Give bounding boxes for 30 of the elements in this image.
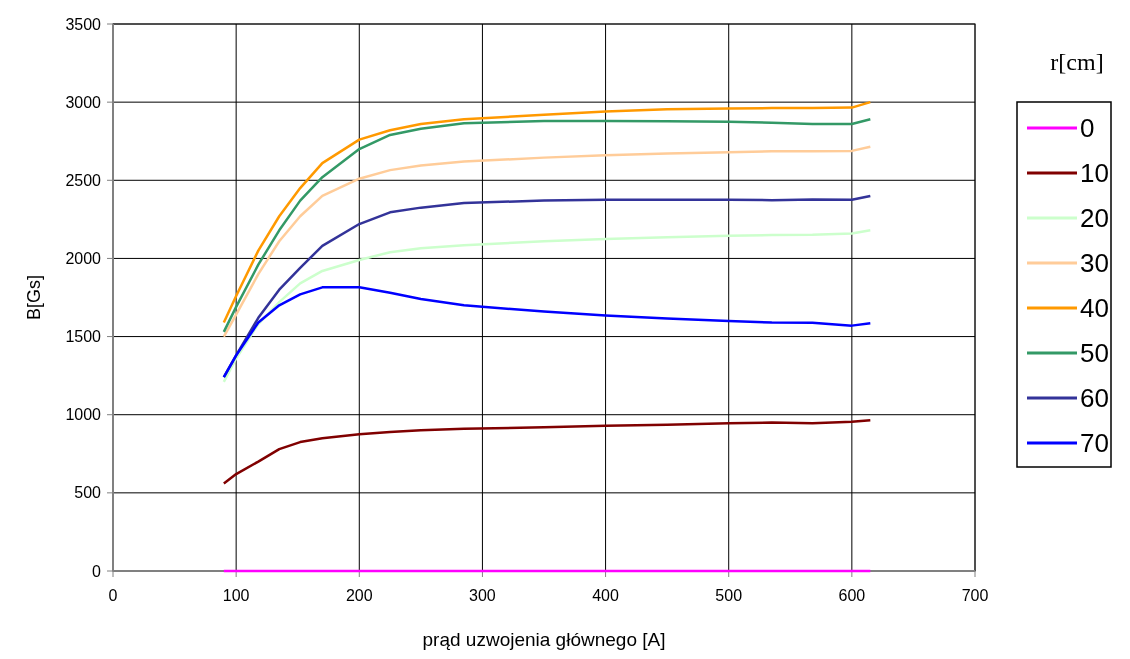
legend-label: 70 [1080, 428, 1109, 459]
y-tick-label: 0 [92, 562, 102, 580]
line-series [222, 418, 872, 485]
y-tick-label: 2500 [65, 171, 102, 189]
y-tick-label: 3000 [65, 93, 102, 111]
legend-label: 20 [1080, 203, 1109, 234]
x-axis-title: prąd uzwojenia głównego [A] [422, 629, 666, 650]
legend-label: 30 [1080, 248, 1109, 279]
legend-label: 10 [1080, 158, 1109, 189]
y-tick-label: 1500 [65, 328, 102, 346]
legend-label: 0 [1080, 113, 1095, 144]
x-tick-label: 500 [715, 587, 743, 604]
legend-title: r[cm] [1050, 49, 1104, 75]
line-series [222, 286, 872, 379]
y-axis-title: B[Gs] [24, 274, 44, 321]
x-tick-label: 300 [469, 587, 496, 604]
y-tick-label: 1000 [65, 406, 102, 424]
x-tick-label: 400 [592, 587, 620, 604]
x-tick-label: 600 [838, 587, 866, 604]
line-series [222, 229, 872, 384]
y-tick-label: 500 [74, 484, 102, 502]
x-tick-label: 200 [345, 587, 373, 604]
legend-label: 50 [1080, 338, 1109, 369]
y-tick-label: 3500 [65, 15, 102, 33]
x-tick-label: 700 [961, 587, 989, 604]
y-tick-label: 2000 [65, 250, 102, 268]
legend-label: 40 [1080, 293, 1109, 324]
x-tick-label: 0 [108, 587, 118, 604]
legend-label: 60 [1080, 383, 1109, 414]
x-tick-label: 100 [222, 587, 250, 604]
